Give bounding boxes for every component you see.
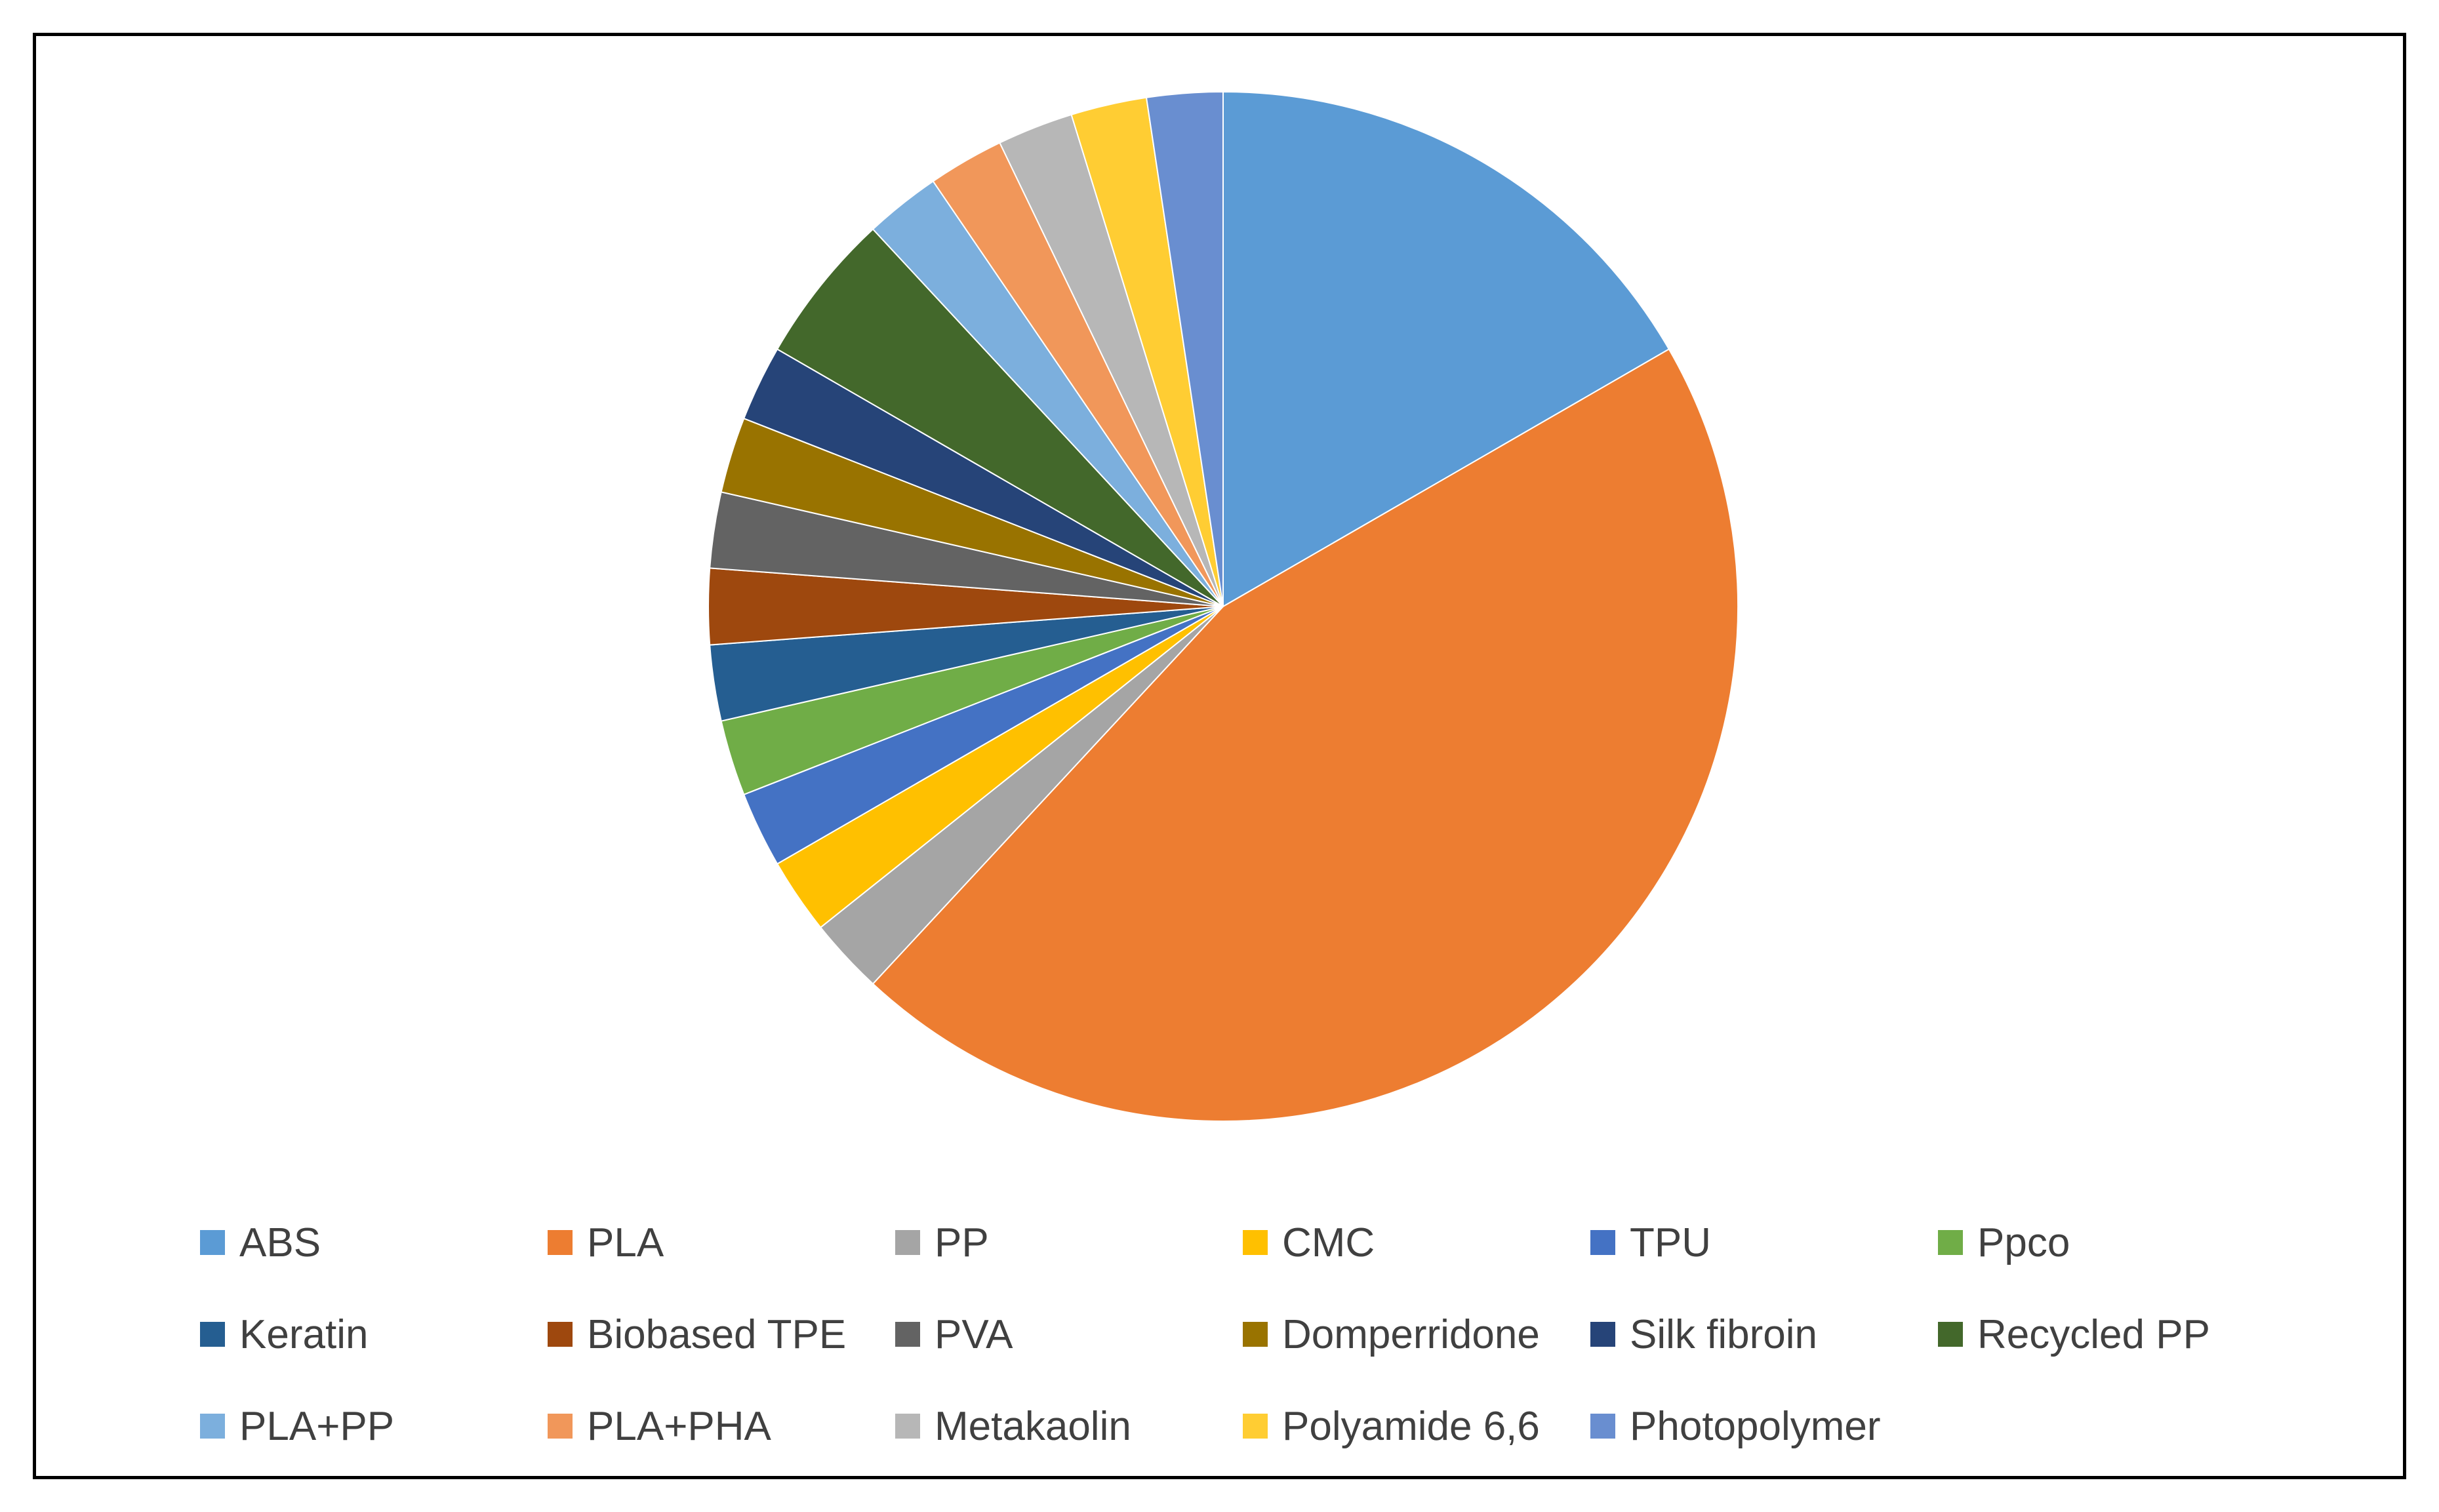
legend-item: PLA bbox=[548, 1216, 664, 1269]
legend-label: PLA+PHA bbox=[587, 1403, 771, 1449]
legend-swatch bbox=[895, 1230, 920, 1255]
legend-swatch bbox=[895, 1322, 920, 1347]
legend-label: Domperridone bbox=[1282, 1311, 1540, 1357]
legend-label: PLA bbox=[587, 1220, 664, 1265]
pie-slice-photopolymer bbox=[1145, 90, 1224, 607]
legend-label: Metakaolin bbox=[935, 1403, 1131, 1449]
pie-slice-abs bbox=[1222, 90, 1670, 608]
legend-label: Biobased TPE bbox=[587, 1311, 847, 1357]
legend-swatch bbox=[1590, 1230, 1615, 1255]
legend-item: PVA bbox=[895, 1308, 1013, 1361]
legend-item: Polyamide 6,6 bbox=[1243, 1400, 1540, 1452]
legend-swatch bbox=[1938, 1322, 1963, 1347]
legend-swatch bbox=[1590, 1414, 1615, 1439]
legend-label: Recycled PP bbox=[1977, 1311, 2210, 1357]
legend-swatch bbox=[895, 1414, 920, 1439]
legend-item: ABS bbox=[200, 1216, 321, 1269]
legend-swatch bbox=[1243, 1414, 1268, 1439]
legend-item: Domperridone bbox=[1243, 1308, 1540, 1361]
pie-slice-pla bbox=[872, 348, 1739, 1122]
legend-label: CMC bbox=[1282, 1220, 1375, 1265]
chart-frame: ABS PLA PP CMC TPU Ppco Keratin Biobased TPE PVA… bbox=[33, 33, 2406, 1479]
legend-swatch bbox=[1938, 1230, 1963, 1255]
legend-item: PP bbox=[895, 1216, 989, 1269]
legend-swatch bbox=[548, 1414, 573, 1439]
legend-swatch bbox=[548, 1230, 573, 1255]
legend-label: PP bbox=[935, 1220, 989, 1265]
legend-item: TPU bbox=[1590, 1216, 1711, 1269]
legend-item: Metakaolin bbox=[895, 1400, 1131, 1452]
legend-label: Keratin bbox=[239, 1311, 369, 1357]
legend-swatch bbox=[200, 1322, 225, 1347]
legend-item: CMC bbox=[1243, 1216, 1375, 1269]
legend-item: Photopolymer bbox=[1590, 1400, 1881, 1452]
legend-item: Keratin bbox=[200, 1308, 368, 1361]
legend-label: PLA+PP bbox=[239, 1403, 395, 1449]
legend-item: PLA+PP bbox=[200, 1400, 394, 1452]
legend-item: Silk fibroin bbox=[1590, 1308, 1817, 1361]
legend-swatch bbox=[1590, 1322, 1615, 1347]
legend-item: Ppco bbox=[1938, 1216, 2070, 1269]
legend-label: Silk fibroin bbox=[1630, 1311, 1817, 1357]
pie-slice-recycled-pp bbox=[776, 228, 1224, 607]
legend-label: Ppco bbox=[1977, 1220, 2070, 1265]
legend-swatch bbox=[548, 1322, 573, 1347]
pie-chart bbox=[708, 90, 1739, 1122]
legend-label: ABS bbox=[239, 1220, 321, 1265]
legend-label: PVA bbox=[935, 1311, 1013, 1357]
legend-item: PLA+PHA bbox=[548, 1400, 771, 1452]
legend-swatch bbox=[1243, 1230, 1268, 1255]
legend-item: Biobased TPE bbox=[548, 1308, 846, 1361]
legend-swatch bbox=[1243, 1322, 1268, 1347]
legend-item: Recycled PP bbox=[1938, 1308, 2210, 1361]
legend-label: Photopolymer bbox=[1630, 1403, 1881, 1449]
legend-swatch bbox=[200, 1230, 225, 1255]
legend-label: TPU bbox=[1630, 1220, 1711, 1265]
legend-swatch bbox=[200, 1414, 225, 1439]
legend-label: Polyamide 6,6 bbox=[1282, 1403, 1540, 1449]
